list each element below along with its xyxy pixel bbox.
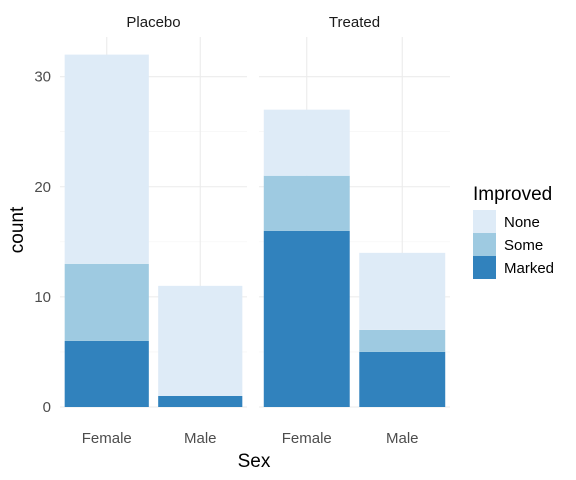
- panels: Female Male Placebo Female Male Treated 0 10 20 3…: [34, 14, 450, 447]
- bar-placebo-male-marked: [158, 395, 243, 407]
- bar-placebo-male-none: [158, 285, 243, 396]
- bar-treated-female-marked: [263, 230, 350, 407]
- facet-title: Placebo: [126, 14, 180, 31]
- legend: Improved None Some Marked: [473, 184, 554, 279]
- x-tick-label: Female: [82, 430, 132, 447]
- legend-label-none: None: [504, 214, 540, 231]
- facet-title: Treated: [329, 14, 380, 31]
- panel-placebo: Female Male Placebo: [60, 14, 247, 447]
- y-axis-title: count: [7, 206, 28, 253]
- x-tick-label: Female: [282, 430, 332, 447]
- y-tick-label: 0: [43, 399, 51, 416]
- legend-key-marked: [473, 256, 496, 279]
- legend-label-marked: Marked: [504, 260, 554, 277]
- legend-title: Improved: [473, 184, 552, 205]
- panel-treated: Female Male Treated: [259, 14, 450, 447]
- bar-placebo-female-some: [64, 263, 149, 341]
- legend-key-some: [473, 233, 496, 256]
- x-tick-label: Male: [184, 430, 217, 447]
- y-tick-label: 20: [34, 179, 51, 196]
- bar-treated-female-none: [263, 109, 350, 176]
- bar-treated-female-some: [263, 175, 350, 231]
- x-axis-title: Sex: [238, 451, 271, 472]
- legend-key-none: [473, 210, 496, 233]
- bar-placebo-female-none: [64, 54, 149, 264]
- bar-treated-male-some: [359, 329, 446, 352]
- bar-treated-male-marked: [359, 351, 446, 407]
- x-tick-label: Male: [386, 430, 419, 447]
- bar-treated-male-none: [359, 252, 446, 330]
- y-tick-label: 10: [34, 289, 51, 306]
- bar-placebo-female-marked: [64, 340, 149, 407]
- legend-label-some: Some: [504, 237, 543, 254]
- y-tick-label: 30: [34, 69, 51, 86]
